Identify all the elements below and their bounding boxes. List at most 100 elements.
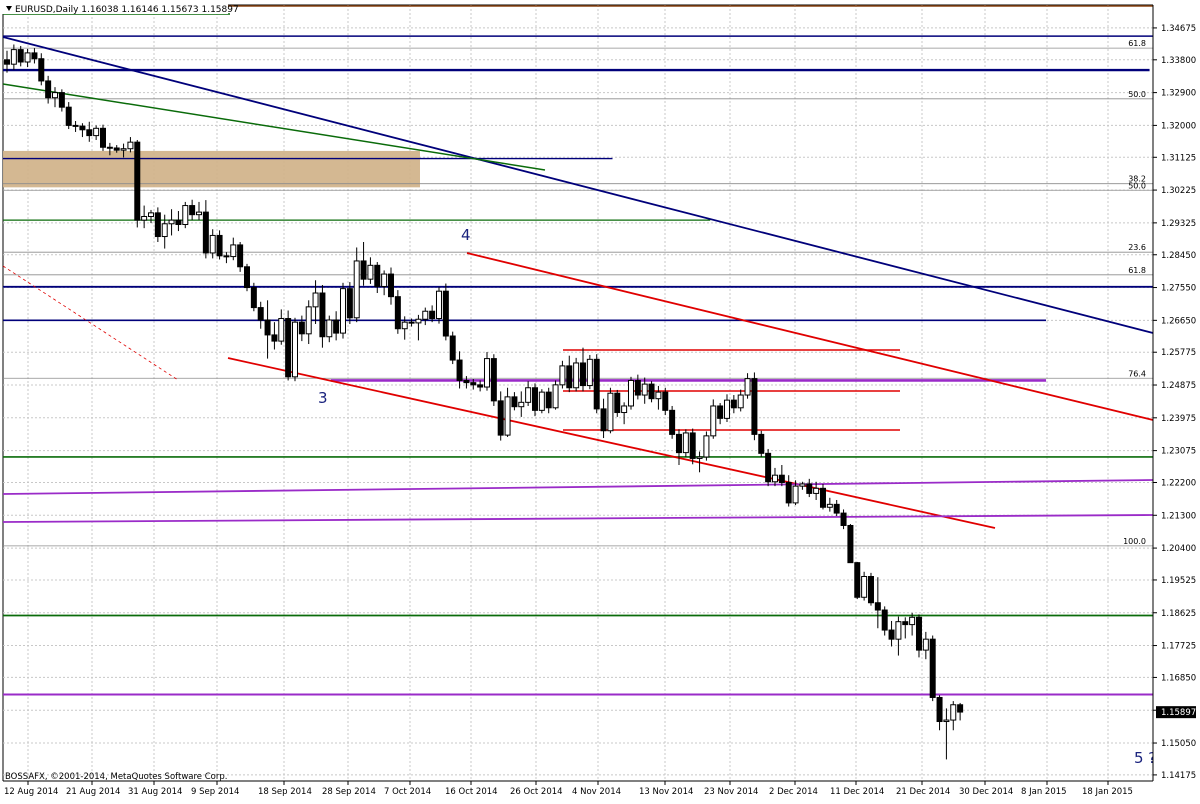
candle-body[interactable] xyxy=(99,127,106,148)
candle-body[interactable] xyxy=(840,512,847,526)
candle-body[interactable] xyxy=(285,318,292,378)
candle-body[interactable] xyxy=(141,215,148,221)
candle-body[interactable] xyxy=(326,319,333,338)
candle-body[interactable] xyxy=(936,696,943,723)
candle-body[interactable] xyxy=(490,358,497,402)
candle-body[interactable] xyxy=(298,321,305,335)
candle-body[interactable] xyxy=(120,148,127,151)
candle-body[interactable] xyxy=(449,335,456,361)
candle-body[interactable] xyxy=(182,205,189,226)
candle-body[interactable] xyxy=(559,365,566,386)
candle-body[interactable] xyxy=(881,609,888,631)
candle-body[interactable] xyxy=(470,382,477,386)
candle-body[interactable] xyxy=(45,80,52,99)
candle-body[interactable] xyxy=(429,310,436,320)
candle-body[interactable] xyxy=(867,575,874,604)
candle-body[interactable] xyxy=(723,399,730,419)
long-blue-trendline[interactable] xyxy=(2,36,1154,334)
candle-body[interactable] xyxy=(422,310,429,320)
candle-body[interactable] xyxy=(161,223,168,238)
candle-body[interactable] xyxy=(813,487,820,494)
red-channel-upper[interactable] xyxy=(466,252,1154,421)
candle-body[interactable] xyxy=(710,405,717,437)
candle-body[interactable] xyxy=(312,292,319,308)
candle-body[interactable] xyxy=(175,219,182,226)
candle-body[interactable] xyxy=(669,409,676,435)
candle-body[interactable] xyxy=(600,408,607,432)
candle-body[interactable] xyxy=(442,290,449,337)
candle-body[interactable] xyxy=(134,141,141,221)
candle-body[interactable] xyxy=(127,141,134,150)
candle-body[interactable] xyxy=(319,292,326,338)
candle-body[interactable] xyxy=(79,125,86,131)
candle-body[interactable] xyxy=(223,255,230,258)
candle-body[interactable] xyxy=(435,290,442,320)
candle-body[interactable] xyxy=(113,147,120,151)
candle-body[interactable] xyxy=(525,387,532,403)
candle-body[interactable] xyxy=(278,318,285,342)
candle-body[interactable] xyxy=(305,306,312,335)
candle-body[interactable] xyxy=(531,387,538,411)
candle-body[interactable] xyxy=(497,400,504,436)
candle-body[interactable] xyxy=(346,288,353,319)
candle-body[interactable] xyxy=(847,524,854,564)
candle-body[interactable] xyxy=(463,379,470,384)
candle-body[interactable] xyxy=(504,396,511,436)
candle-body[interactable] xyxy=(682,432,689,454)
candle-body[interactable] xyxy=(826,503,833,508)
candle-body[interactable] xyxy=(333,319,340,334)
candle-body[interactable] xyxy=(758,433,765,454)
candle-body[interactable] xyxy=(641,383,648,396)
candle-body[interactable] xyxy=(765,452,772,483)
candle-body[interactable] xyxy=(291,321,298,378)
candle-body[interactable] xyxy=(744,378,751,396)
candle-body[interactable] xyxy=(593,358,600,410)
candle-body[interactable] xyxy=(216,234,223,257)
candle-body[interactable] xyxy=(689,432,696,459)
candle-body[interactable] xyxy=(943,719,950,723)
candle-body[interactable] xyxy=(339,288,346,334)
candle-body[interactable] xyxy=(243,266,250,289)
candle-body[interactable] xyxy=(717,405,724,419)
candle-body[interactable] xyxy=(806,483,813,494)
candle-body[interactable] xyxy=(271,334,278,342)
candle-body[interactable] xyxy=(72,124,79,127)
candle-body[interactable] xyxy=(861,575,868,598)
candle-body[interactable] xyxy=(703,435,710,458)
candle-body[interactable] xyxy=(237,244,244,268)
candle-body[interactable] xyxy=(264,319,271,336)
candle-body[interactable] xyxy=(696,456,703,459)
candle-body[interactable] xyxy=(545,391,552,409)
candle-body[interactable] xyxy=(477,384,484,388)
candle-body[interactable] xyxy=(31,52,38,60)
candle-body[interactable] xyxy=(195,211,202,216)
candle-body[interactable] xyxy=(483,358,490,388)
candle-body[interactable] xyxy=(24,52,31,63)
candle-body[interactable] xyxy=(552,384,559,409)
candle-body[interactable] xyxy=(614,392,621,414)
candle-body[interactable] xyxy=(922,638,929,651)
candle-body[interactable] xyxy=(93,127,100,137)
candle-body[interactable] xyxy=(586,358,593,387)
candle-body[interactable] xyxy=(168,219,175,225)
candle-body[interactable] xyxy=(621,405,628,414)
candle-body[interactable] xyxy=(854,562,861,598)
candle-body[interactable] xyxy=(579,362,586,387)
candle-body[interactable] xyxy=(957,704,964,713)
candle-body[interactable] xyxy=(778,474,785,483)
candle-body[interactable] xyxy=(401,321,408,330)
candle-body[interactable] xyxy=(675,433,682,454)
candle-body[interactable] xyxy=(518,401,525,408)
candle-body[interactable] xyxy=(456,359,463,381)
candle-body[interactable] xyxy=(792,485,799,504)
purple-trendline-lower[interactable] xyxy=(2,514,1154,523)
candle-body[interactable] xyxy=(106,146,113,149)
candle-body[interactable] xyxy=(230,244,237,258)
candle-body[interactable] xyxy=(819,487,826,508)
candle-body[interactable] xyxy=(17,49,24,63)
candle-body[interactable] xyxy=(353,260,360,319)
candle-body[interactable] xyxy=(394,296,401,330)
candle-body[interactable] xyxy=(360,260,367,280)
